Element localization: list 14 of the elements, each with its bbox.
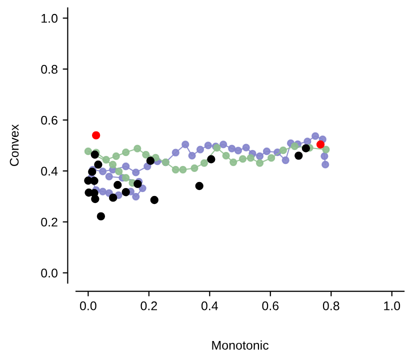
x-tick-label: 0.4 — [201, 301, 218, 310]
x-tick-label: 0.8 — [322, 301, 340, 310]
x-tick-label: 0.6 — [262, 301, 279, 310]
x-tick-label: 1.0 — [384, 301, 400, 310]
y-axis-title: Convex — [10, 124, 19, 166]
y-tick-label: 0.6 — [41, 116, 58, 125]
y-tick-label: 1.0 — [42, 14, 58, 23]
y-tick-label: 0.4 — [41, 166, 58, 176]
y-tick-label: 0.0 — [41, 268, 58, 278]
x-axis-title: Monotonic — [212, 340, 269, 350]
y-tick-label: 0.2 — [41, 218, 58, 227]
x-tick-label: 0.2 — [140, 301, 157, 310]
y-tick-label: 0.8 — [41, 64, 58, 74]
x-tick-label: 0.0 — [80, 301, 96, 310]
